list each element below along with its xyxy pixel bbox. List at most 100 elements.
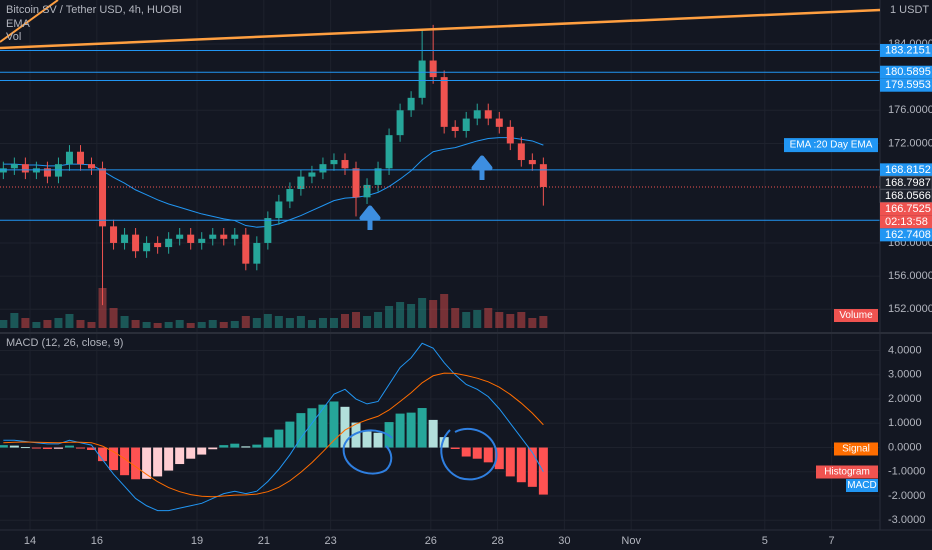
histogram-bar <box>131 447 141 480</box>
legend-item: EMA <box>6 18 31 30</box>
candle-body <box>374 168 382 185</box>
countdown: 02:13:58 <box>885 216 928 228</box>
price-label-box <box>880 228 932 242</box>
volume-bar <box>517 312 526 328</box>
candle-body <box>451 126 459 132</box>
histogram-bar <box>64 445 74 448</box>
trendline <box>0 0 59 43</box>
candle-body <box>429 60 437 78</box>
volume-bar <box>252 318 261 328</box>
candle-body <box>187 234 195 243</box>
volume-bar <box>307 320 316 328</box>
volume-bar <box>340 314 349 328</box>
volume-bar <box>241 316 250 328</box>
volume-bar <box>10 313 19 328</box>
volume-bar <box>440 294 449 328</box>
histogram-bar <box>318 404 328 448</box>
candle-body <box>506 126 514 144</box>
histogram-bar <box>505 447 515 477</box>
candle-body <box>65 151 73 165</box>
candle-body <box>176 234 184 239</box>
trendline <box>0 8 881 50</box>
price-label: 183.2151 <box>885 44 931 56</box>
price-label: 168.8152 <box>885 164 931 176</box>
candle-body <box>352 168 360 198</box>
y-tick-label: 152.0000 <box>888 303 932 315</box>
macd-line <box>3 342 544 512</box>
candle-body <box>385 135 393 169</box>
histogram-bar <box>461 447 471 457</box>
axis-labels: 14 16 19 21 23 26 28 30 Nov 5 7184.0000176.0000172… <box>24 38 932 547</box>
candle-body <box>220 234 228 239</box>
candle-body <box>275 201 283 219</box>
histogram-bar <box>230 443 240 448</box>
histogram-bar <box>406 412 416 448</box>
candle-body <box>43 168 51 177</box>
volume-bar <box>263 314 272 328</box>
legend-item: Histogram <box>824 467 870 478</box>
y-tick-label: 4.0000 <box>888 344 922 356</box>
volume-bar <box>396 302 405 328</box>
legend-box <box>834 442 878 456</box>
histogram-bar <box>219 445 229 448</box>
x-tick-label: 28 <box>491 535 503 547</box>
histogram-bar <box>527 447 537 487</box>
histogram-bar <box>120 447 130 476</box>
x-tick-label: 5 <box>762 535 768 547</box>
volume-bar <box>230 321 239 328</box>
candle-body <box>319 164 327 173</box>
candle-body <box>418 60 426 98</box>
histogram-bar <box>75 447 85 449</box>
candle-body <box>308 172 316 177</box>
volume-bar <box>164 322 173 328</box>
candle-body <box>99 168 107 227</box>
marks <box>0 24 880 512</box>
volume-bar <box>296 316 305 328</box>
volume-bar <box>318 318 327 328</box>
y-tick-label: -2.0000 <box>888 490 925 502</box>
candle-body <box>286 189 294 202</box>
candle-body <box>165 238 173 248</box>
candle-body <box>517 143 525 161</box>
candle-body <box>143 242 151 252</box>
volume-bar <box>120 316 129 328</box>
candle-body <box>264 218 272 243</box>
y-tick-label: 1.0000 <box>888 417 922 429</box>
volume-bar <box>32 322 41 328</box>
volume-bar <box>109 308 118 328</box>
panel-title: MACD (12, 26, close, 9) <box>6 337 123 349</box>
price-label-box <box>880 78 932 92</box>
candle-body <box>88 164 96 169</box>
histogram-bar <box>186 447 196 459</box>
histogram-bar <box>428 419 438 448</box>
histogram-bar <box>285 421 295 448</box>
price-label-box <box>880 65 932 79</box>
histogram-bar <box>0 445 8 448</box>
candle-body <box>539 164 547 187</box>
x-tick-label: Nov <box>621 535 641 547</box>
histogram-bar <box>9 445 19 448</box>
volume-bar <box>429 300 438 328</box>
price-label-box <box>880 163 932 177</box>
volume-bar <box>131 320 140 328</box>
volume-bar <box>153 323 162 328</box>
histogram-bar <box>472 447 482 459</box>
arrow-up <box>471 155 493 180</box>
histogram-bar <box>109 447 119 471</box>
x-tick-label: 30 <box>558 535 570 547</box>
candle-body <box>121 234 129 243</box>
volume-bar <box>495 312 504 328</box>
volume-label: Volume <box>839 310 873 321</box>
histogram-bar <box>42 447 52 450</box>
candle-body <box>297 176 305 190</box>
volume-bar <box>418 298 427 328</box>
candle-body <box>495 118 503 127</box>
histogram-bar <box>175 447 185 465</box>
candle-body <box>528 160 536 165</box>
legend-item: Signal <box>842 444 870 455</box>
legend-item: Vol <box>6 31 21 43</box>
series-label: EMA :20 Day EMA <box>790 140 873 151</box>
candle-body <box>484 110 492 119</box>
hand-drawn-circle <box>440 427 498 481</box>
